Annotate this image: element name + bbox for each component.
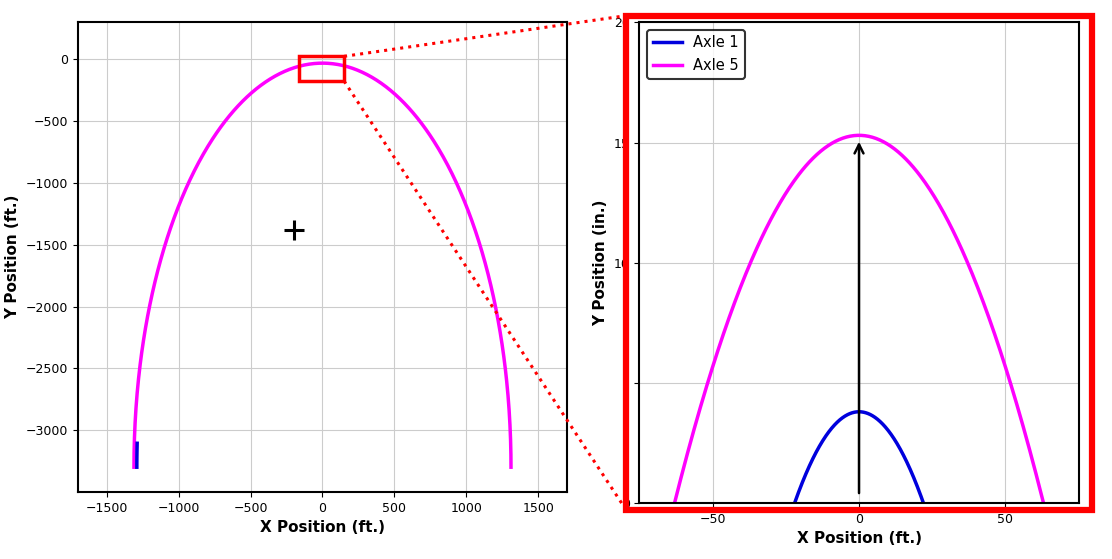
Bar [299,56,344,81]
Y-axis label: Y Position (in.): Y Position (in.) [593,200,608,326]
X-axis label: X Position (ft.): X Position (ft.) [796,532,922,546]
Legend: Axle 1, Axle 5: Axle 1, Axle 5 [647,30,745,79]
Y-axis label: Y Position (ft.): Y Position (ft.) [6,195,20,319]
X-axis label: X Position (ft.): X Position (ft.) [260,520,385,535]
